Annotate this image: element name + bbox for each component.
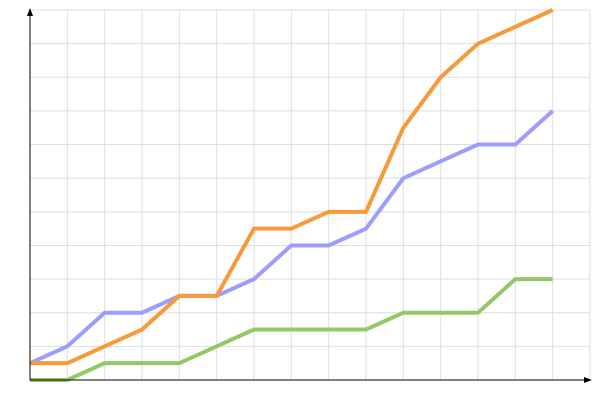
x-axis-arrow — [584, 377, 592, 383]
series-line — [30, 8, 554, 366]
y-axis-arrow — [27, 8, 33, 16]
plot-area — [29, 8, 555, 382]
series-line — [30, 277, 553, 382]
grid — [29, 9, 591, 381]
series-line — [29, 109, 555, 366]
